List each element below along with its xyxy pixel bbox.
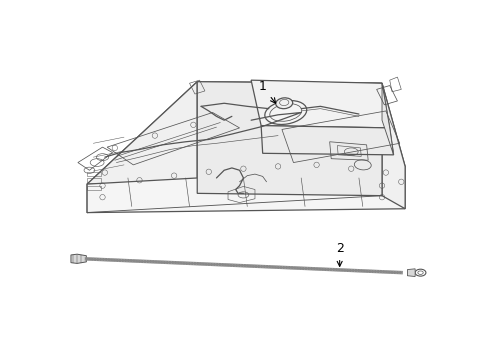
Ellipse shape [265, 100, 307, 125]
Text: 1: 1 [259, 80, 275, 103]
Polygon shape [382, 83, 393, 155]
Polygon shape [382, 83, 405, 209]
Polygon shape [251, 80, 390, 128]
Polygon shape [87, 82, 405, 184]
Polygon shape [408, 269, 415, 276]
Polygon shape [261, 126, 393, 155]
Ellipse shape [276, 98, 293, 109]
Polygon shape [197, 82, 382, 195]
Polygon shape [87, 166, 405, 213]
Polygon shape [71, 254, 86, 264]
Polygon shape [87, 82, 197, 213]
Text: 2: 2 [336, 242, 343, 266]
